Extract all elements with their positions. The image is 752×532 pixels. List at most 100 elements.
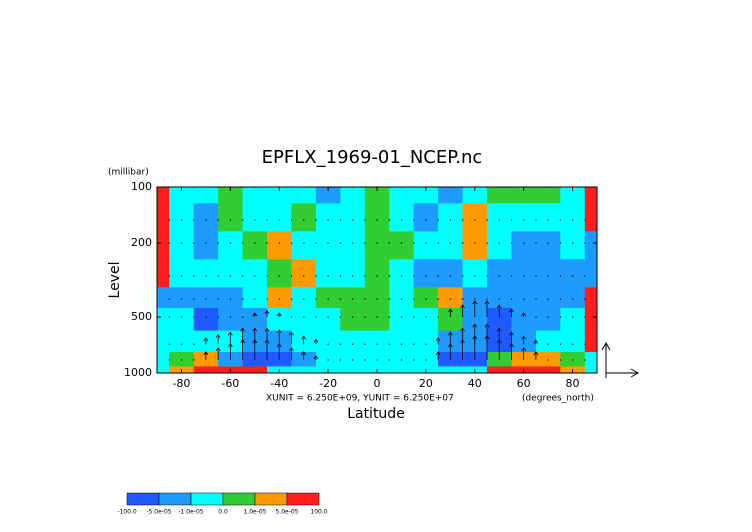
vector-dot	[437, 298, 439, 300]
vector-dot	[413, 242, 415, 244]
contour-cell	[389, 187, 415, 204]
vector-dot	[572, 275, 574, 277]
vector-dot	[229, 316, 232, 318]
vector-dot	[535, 219, 537, 221]
contour-cell	[157, 231, 170, 260]
contour-cell	[242, 307, 268, 332]
vector-dot	[584, 316, 586, 318]
vector-dot	[352, 359, 354, 361]
colorbar-label: 1.0e-05	[243, 509, 266, 516]
vector-dot	[229, 242, 232, 244]
contour-cell	[462, 203, 488, 232]
vector-arrow	[435, 337, 441, 345]
contour-cell	[413, 330, 439, 353]
contour-cell	[389, 231, 415, 260]
vector-arrow	[472, 335, 478, 360]
vector-arrow	[228, 331, 233, 345]
contour-cell	[315, 259, 341, 288]
contour-cell	[315, 203, 341, 232]
contour-cell	[242, 259, 268, 288]
vector-dot	[376, 316, 378, 318]
contour-cell	[315, 307, 341, 332]
vector-dot	[584, 275, 586, 277]
vector-dot	[327, 316, 329, 318]
contour-cell	[218, 307, 244, 332]
contour-cell	[267, 259, 292, 288]
vector-arrow	[313, 338, 319, 345]
contour-cell	[438, 366, 464, 374]
vector-dot	[425, 298, 427, 300]
contour-cell	[487, 231, 512, 260]
vector-arrow	[252, 312, 258, 318]
vector-dot	[388, 343, 390, 345]
vector-arrow	[289, 347, 294, 360]
vector-arrow	[484, 335, 490, 360]
contour-cell	[169, 287, 195, 309]
contour-cell	[157, 366, 170, 374]
vector-dot	[290, 298, 293, 300]
vector-arrow	[240, 339, 245, 360]
vector-dot	[510, 298, 513, 300]
vector-dot	[559, 275, 562, 277]
contour-cell	[413, 231, 439, 260]
vector-dot	[498, 219, 500, 221]
vector-arrow	[521, 335, 526, 345]
vector-dot	[327, 275, 329, 277]
vector-dot	[254, 298, 256, 300]
vector-dot	[303, 275, 305, 277]
contour-cell	[487, 187, 512, 204]
colorbar-box	[190, 492, 224, 506]
vector-arrow	[289, 331, 294, 345]
vector-dot	[376, 359, 378, 361]
vector-dot	[376, 298, 378, 300]
vector-dot	[400, 343, 403, 345]
vector-dot	[266, 219, 268, 221]
contour-cell	[389, 307, 415, 332]
vector-dot	[315, 242, 317, 244]
contour-cell	[413, 307, 439, 332]
vector-dot	[462, 298, 464, 300]
contour-cell	[315, 231, 341, 260]
vector-dot	[242, 275, 244, 277]
contour-cell	[242, 231, 268, 260]
vector-dot	[205, 298, 207, 300]
vector-dot	[535, 316, 537, 318]
vector-dot	[315, 219, 317, 221]
vector-dot	[376, 343, 378, 345]
vector-dot	[339, 219, 342, 221]
colorbar-box	[286, 492, 320, 506]
vector-dot	[400, 316, 403, 318]
contour-cell	[193, 187, 219, 204]
vector-dot	[339, 298, 342, 300]
contour-cell	[511, 231, 537, 260]
contour-cell	[560, 287, 586, 309]
vector-dot	[559, 219, 562, 221]
colorbar-label: 0.0	[218, 509, 228, 516]
contour-cell	[291, 203, 317, 232]
vector-dot	[547, 242, 549, 244]
vector-dot	[498, 298, 500, 300]
vector-dot	[229, 275, 232, 277]
contour-cell	[291, 231, 317, 260]
vector-arrow	[203, 337, 209, 345]
vector-dot	[278, 242, 280, 244]
chart-title: EPFLX_1969-01_NCEP.nc	[262, 147, 483, 168]
contour-cell	[267, 187, 292, 204]
vector-dot	[217, 316, 219, 318]
vector-dot	[352, 219, 354, 221]
vector-dot	[352, 298, 354, 300]
contour-cell	[169, 203, 195, 232]
vector-arrow	[533, 351, 539, 360]
vector-dot	[535, 275, 537, 277]
contour-cell	[364, 259, 390, 288]
vector-dot	[168, 343, 170, 345]
vector-dot	[193, 343, 195, 345]
contour-cell	[169, 231, 195, 260]
contour-cell	[511, 203, 537, 232]
contour-cell	[560, 203, 586, 232]
y-tick-label: 500	[131, 310, 152, 323]
contour-cell	[157, 330, 170, 353]
vector-dot	[229, 219, 232, 221]
vector-dot	[168, 298, 170, 300]
